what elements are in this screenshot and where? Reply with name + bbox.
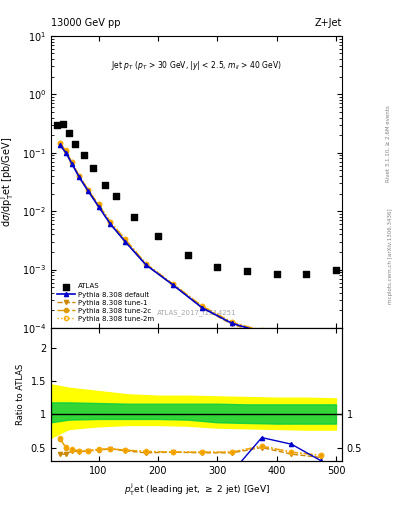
Pythia 8.308 default — [200, 305, 205, 311]
Pythia 8.308 tune-2m — [108, 219, 113, 225]
Pythia 8.308 tune-1 — [259, 330, 264, 336]
ATLAS — [101, 181, 108, 189]
ATLAS — [90, 164, 96, 172]
Pythia 8.308 tune-1 — [86, 188, 90, 194]
Pythia 8.308 tune-2m — [289, 334, 294, 340]
Text: Rivet 3.1.10, ≥ 2.6M events: Rivet 3.1.10, ≥ 2.6M events — [386, 105, 391, 182]
Pythia 8.308 default — [289, 336, 294, 342]
Pythia 8.308 default — [259, 329, 264, 335]
Pythia 8.308 default — [96, 203, 101, 209]
Y-axis label: d$\sigma$/dp$_\mathrm{T}^\mathrm{j}$et [pb/GeV]: d$\sigma$/dp$_\mathrm{T}^\mathrm{j}$et [… — [0, 137, 17, 227]
Pythia 8.308 tune-1 — [319, 344, 323, 350]
Pythia 8.308 default — [144, 262, 149, 268]
Line: Pythia 8.308 tune-1: Pythia 8.308 tune-1 — [58, 143, 323, 349]
Pythia 8.308 tune-2m — [64, 147, 68, 154]
ATLAS — [214, 263, 220, 271]
Pythia 8.308 tune-2m — [96, 201, 101, 207]
Pythia 8.308 tune-2c — [108, 219, 113, 225]
Pythia 8.308 tune-1 — [200, 305, 205, 311]
Pythia 8.308 tune-2m — [144, 261, 149, 267]
Pythia 8.308 default — [86, 188, 90, 194]
Pythia 8.308 tune-1 — [64, 150, 68, 156]
Pythia 8.308 tune-2m — [200, 303, 205, 309]
Pythia 8.308 tune-2c — [259, 328, 264, 334]
X-axis label: $p_\mathrm{T}^\mathrm{j}$et (leading jet, $\geq$ 2 jet) [GeV]: $p_\mathrm{T}^\mathrm{j}$et (leading jet… — [123, 481, 270, 498]
ATLAS — [184, 250, 191, 259]
Pythia 8.308 tune-2c — [123, 236, 128, 242]
ATLAS — [66, 129, 72, 137]
ATLAS — [72, 140, 78, 148]
Text: Z+Jet: Z+Jet — [314, 18, 342, 28]
Pythia 8.308 tune-2c — [319, 342, 323, 348]
Pythia 8.308 tune-1 — [96, 203, 101, 209]
Pythia 8.308 tune-1 — [70, 161, 74, 167]
ATLAS — [54, 121, 60, 129]
Pythia 8.308 tune-2m — [123, 236, 128, 242]
Pythia 8.308 tune-1 — [77, 174, 82, 180]
Pythia 8.308 tune-2c — [200, 303, 205, 309]
Y-axis label: Ratio to ATLAS: Ratio to ATLAS — [16, 364, 25, 425]
ATLAS — [131, 212, 137, 221]
Pythia 8.308 tune-2c — [86, 187, 90, 193]
Legend: ATLAS, Pythia 8.308 default, Pythia 8.308 tune-1, Pythia 8.308 tune-2c, Pythia 8: ATLAS, Pythia 8.308 default, Pythia 8.30… — [55, 281, 157, 325]
Line: Pythia 8.308 tune-2c: Pythia 8.308 tune-2c — [58, 141, 323, 347]
Pythia 8.308 tune-1 — [230, 322, 235, 328]
Pythia 8.308 default — [171, 282, 175, 288]
Pythia 8.308 tune-1 — [123, 239, 128, 245]
Pythia 8.308 tune-1 — [58, 142, 62, 148]
ATLAS — [333, 265, 339, 273]
Pythia 8.308 tune-2c — [70, 159, 74, 165]
Pythia 8.308 tune-2c — [77, 173, 82, 179]
ATLAS — [155, 232, 161, 241]
Pythia 8.308 default — [70, 161, 74, 167]
Pythia 8.308 tune-2m — [86, 187, 90, 193]
Pythia 8.308 default — [319, 343, 323, 349]
Pythia 8.308 tune-2c — [171, 281, 175, 287]
Pythia 8.308 tune-2m — [259, 327, 264, 333]
Pythia 8.308 tune-1 — [289, 337, 294, 343]
Pythia 8.308 default — [108, 221, 113, 227]
ATLAS — [81, 151, 87, 159]
Pythia 8.308 tune-2m — [230, 319, 235, 325]
Line: Pythia 8.308 tune-2m: Pythia 8.308 tune-2m — [58, 141, 323, 347]
ATLAS — [274, 270, 280, 278]
Pythia 8.308 default — [123, 239, 128, 245]
Text: mcplots.cern.ch [arXiv:1306.3436]: mcplots.cern.ch [arXiv:1306.3436] — [387, 208, 393, 304]
Text: 13000 GeV pp: 13000 GeV pp — [51, 18, 121, 28]
ATLAS — [113, 192, 119, 200]
ATLAS — [244, 267, 250, 275]
Pythia 8.308 tune-2c — [58, 140, 62, 146]
Pythia 8.308 tune-2c — [64, 147, 68, 154]
Pythia 8.308 tune-2m — [70, 159, 74, 165]
ATLAS — [303, 270, 309, 278]
Pythia 8.308 default — [77, 174, 82, 180]
Pythia 8.308 tune-2c — [230, 319, 235, 326]
Pythia 8.308 tune-2m — [171, 281, 175, 287]
Pythia 8.308 tune-2c — [144, 261, 149, 267]
Pythia 8.308 default — [64, 150, 68, 156]
Text: ATLAS_2017_I1514251: ATLAS_2017_I1514251 — [157, 310, 236, 316]
Pythia 8.308 tune-2m — [58, 140, 62, 146]
Pythia 8.308 tune-1 — [108, 221, 113, 227]
Pythia 8.308 default — [58, 142, 62, 148]
Pythia 8.308 tune-2c — [96, 201, 101, 207]
Text: Jet $p_T$ ($p_T$ > 30 GeV, $|y|$ < 2.5, $m_{ll}$ > 40 GeV): Jet $p_T$ ($p_T$ > 30 GeV, $|y|$ < 2.5, … — [111, 59, 282, 72]
ATLAS — [60, 120, 66, 128]
Pythia 8.308 tune-2m — [319, 342, 323, 348]
Pythia 8.308 default — [230, 321, 235, 327]
Pythia 8.308 tune-1 — [144, 262, 149, 268]
Pythia 8.308 tune-2m — [77, 173, 82, 179]
Pythia 8.308 tune-1 — [171, 282, 175, 288]
Line: Pythia 8.308 default: Pythia 8.308 default — [58, 143, 323, 348]
Pythia 8.308 tune-2c — [289, 335, 294, 341]
